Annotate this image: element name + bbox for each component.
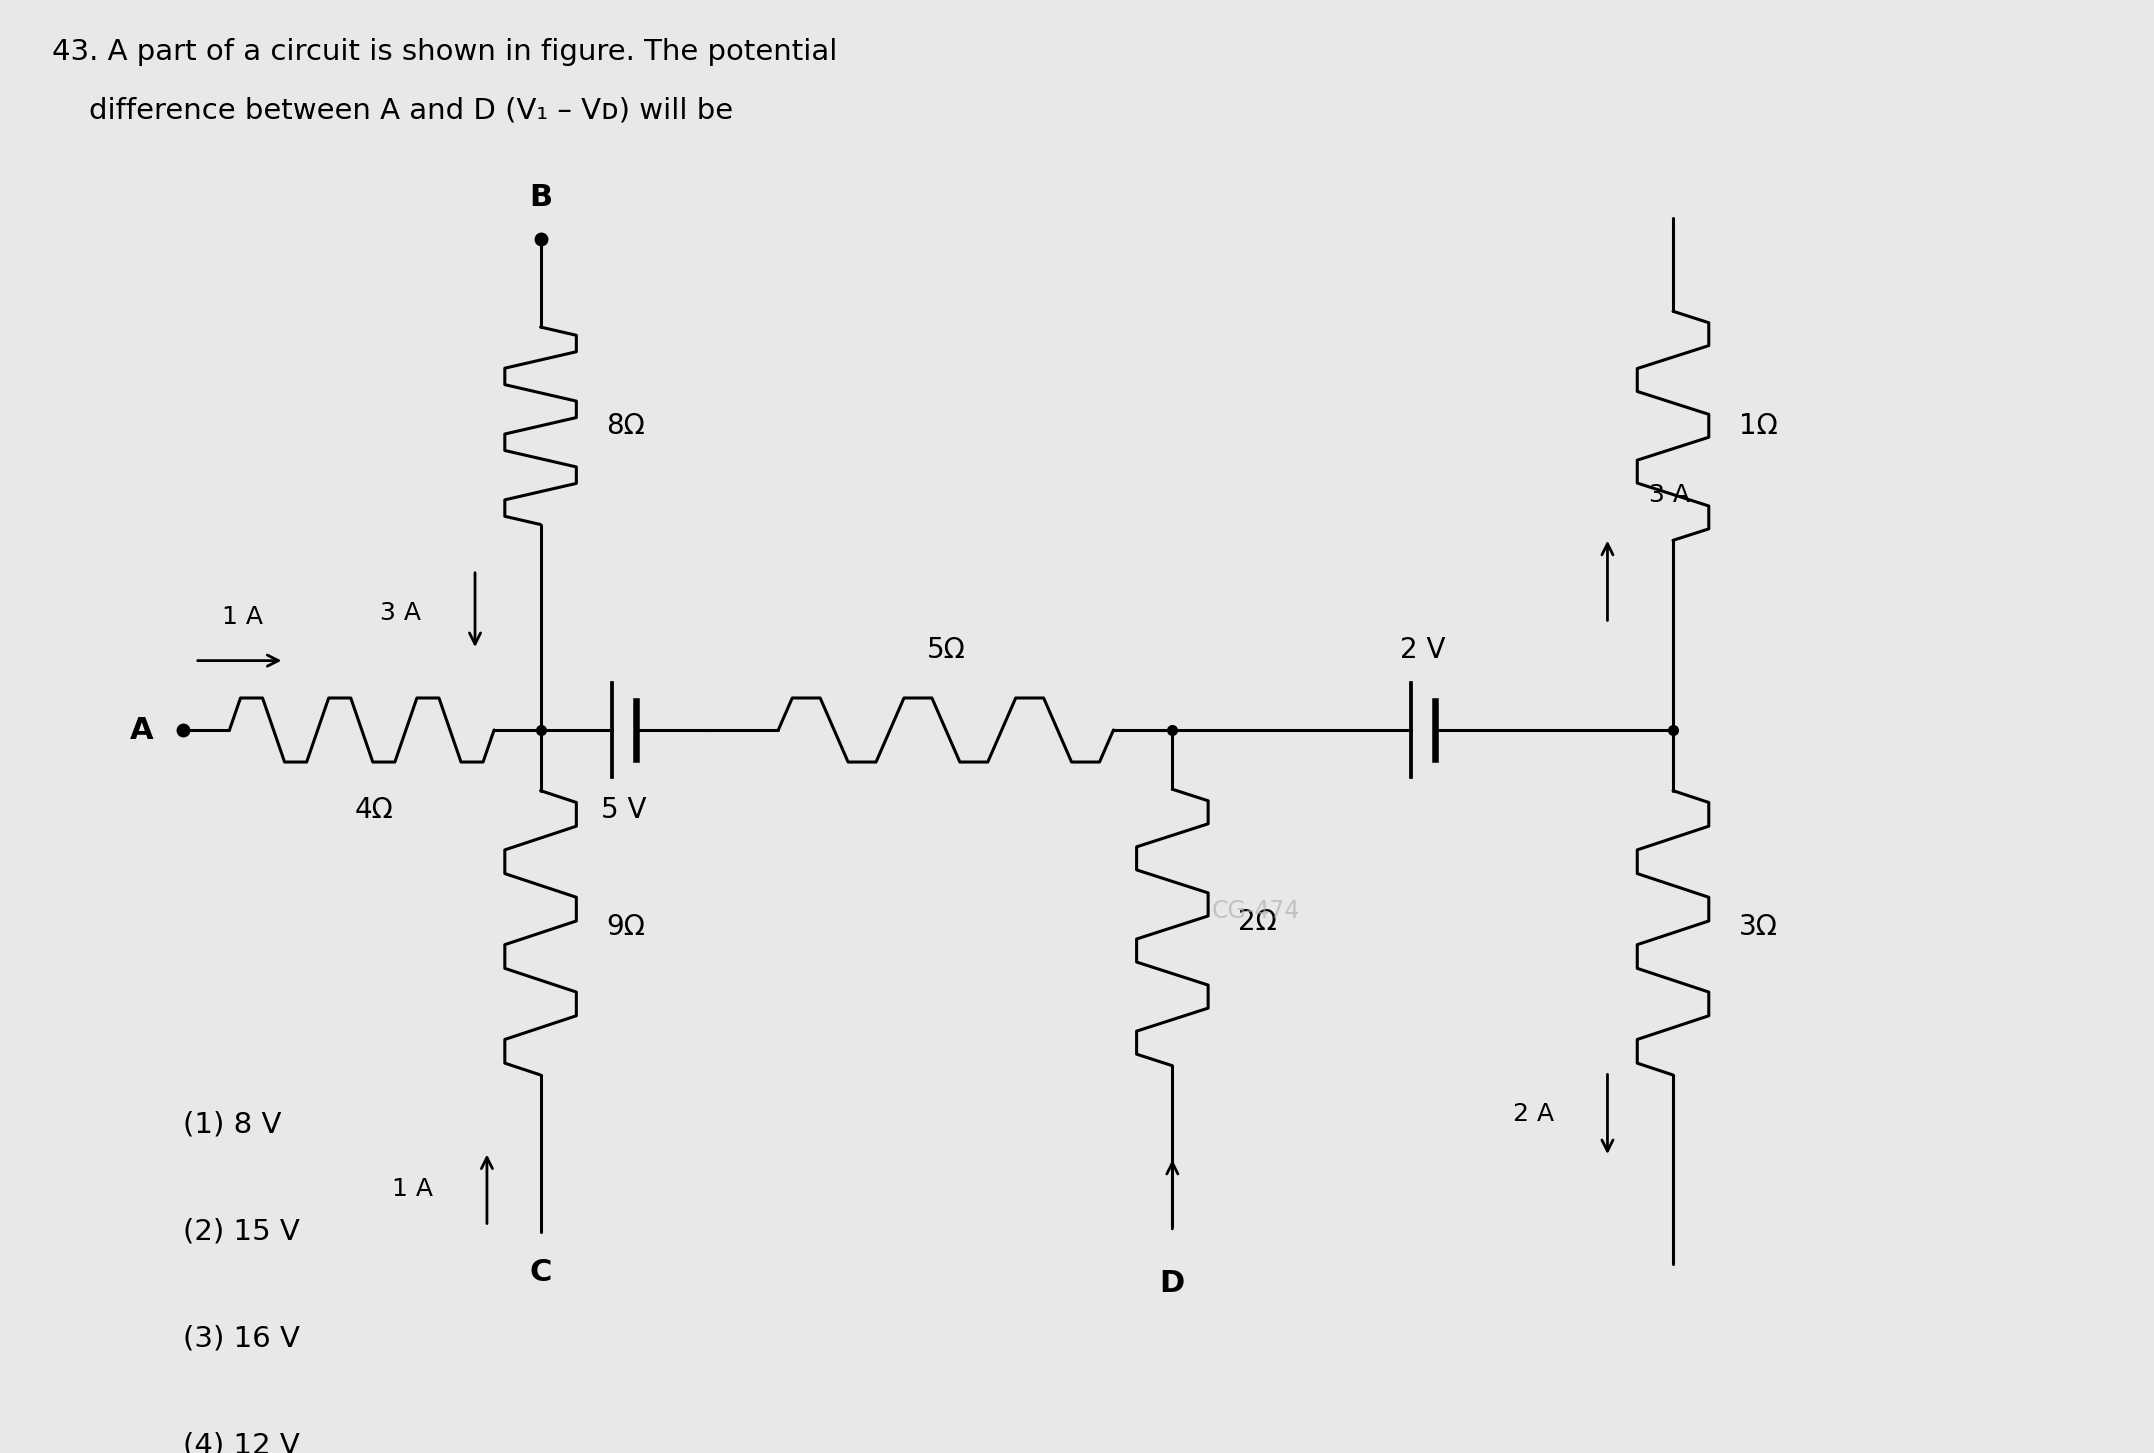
Text: 3 A: 3 A (1650, 484, 1691, 507)
Text: C: C (530, 1258, 551, 1287)
Text: 2Ω: 2Ω (1239, 908, 1277, 936)
Text: 3Ω: 3Ω (1738, 914, 1777, 942)
Text: 9Ω: 9Ω (605, 914, 644, 942)
Text: (2) 15 V: (2) 15 V (183, 1218, 299, 1245)
Text: difference between A and D (V₁ – Vᴅ) will be: difference between A and D (V₁ – Vᴅ) wil… (52, 97, 732, 125)
Text: (3) 16 V: (3) 16 V (183, 1325, 299, 1353)
Text: 3 A: 3 A (381, 600, 422, 625)
Text: 1Ω: 1Ω (1738, 411, 1777, 440)
Text: D: D (1159, 1268, 1185, 1298)
Text: A: A (129, 715, 153, 744)
Text: 1 A: 1 A (392, 1177, 433, 1202)
Text: 5Ω: 5Ω (926, 636, 965, 664)
Text: 5 V: 5 V (601, 796, 646, 824)
Text: 2 A: 2 A (1512, 1103, 1553, 1126)
Text: B: B (530, 183, 551, 212)
Text: 43. A part of a circuit is shown in figure. The potential: 43. A part of a circuit is shown in figu… (52, 38, 838, 67)
Text: 4Ω: 4Ω (353, 796, 392, 824)
Text: (4) 12 V: (4) 12 V (183, 1431, 299, 1453)
Text: 1 A: 1 A (222, 604, 263, 629)
Text: 8Ω: 8Ω (605, 411, 644, 440)
Text: CG-474: CG-474 (1211, 899, 1301, 924)
Text: 2 V: 2 V (1400, 636, 1445, 664)
Text: (1) 8 V: (1) 8 V (183, 1112, 282, 1139)
